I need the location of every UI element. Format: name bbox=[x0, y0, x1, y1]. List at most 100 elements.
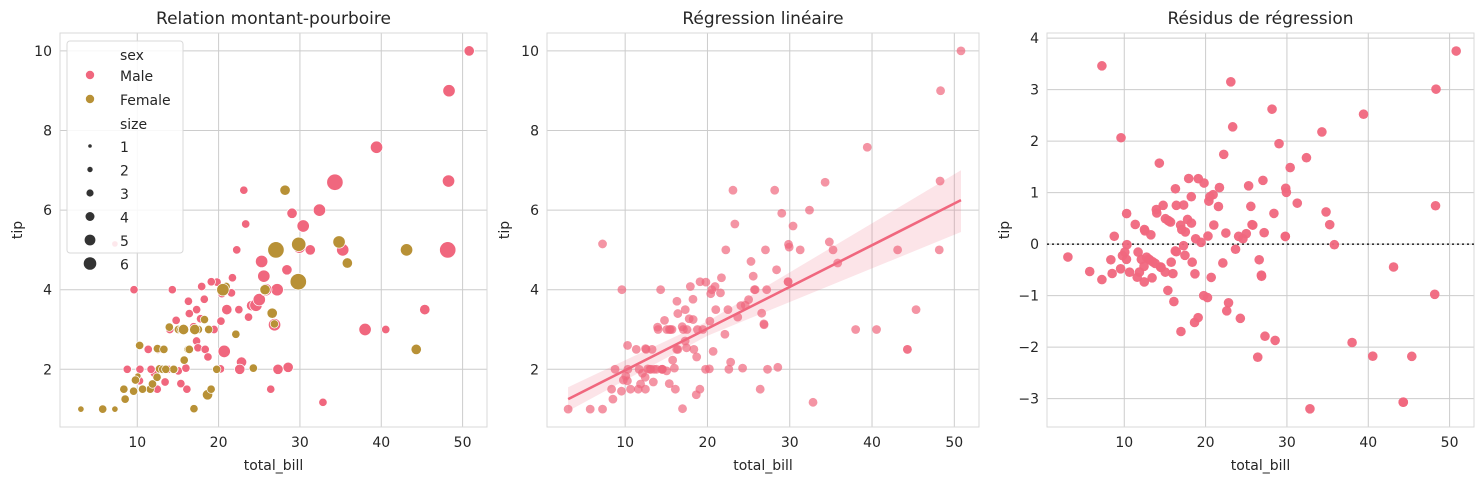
residual-point bbox=[1226, 77, 1236, 87]
confidence-band bbox=[568, 170, 961, 412]
residual-point bbox=[1107, 268, 1117, 279]
residual-point bbox=[1218, 149, 1229, 160]
residual-point bbox=[1187, 257, 1197, 268]
data-point bbox=[653, 322, 662, 332]
data-point bbox=[903, 344, 912, 354]
data-point bbox=[695, 384, 705, 394]
residual-point bbox=[1358, 109, 1369, 120]
data-point bbox=[763, 364, 772, 374]
residual-point bbox=[1190, 269, 1200, 279]
data-point bbox=[711, 305, 721, 314]
data-point-female bbox=[289, 273, 307, 291]
y-tick-label: 2 bbox=[1030, 134, 1039, 150]
y-tick-label: 8 bbox=[530, 124, 539, 140]
residual-point bbox=[1235, 313, 1246, 324]
legend-size-label: 3 bbox=[120, 187, 129, 203]
y-tick-label: 2 bbox=[530, 362, 539, 378]
residual-point bbox=[1209, 220, 1219, 230]
data-point bbox=[808, 397, 818, 407]
legend-size-label: 6 bbox=[120, 258, 129, 274]
residual-point bbox=[1193, 173, 1204, 184]
data-point bbox=[563, 404, 573, 414]
legend-hue-title: sex bbox=[120, 48, 144, 64]
residual-point bbox=[1252, 352, 1263, 362]
residual-point bbox=[1154, 158, 1165, 168]
data-point bbox=[748, 271, 758, 281]
y-tick-label: −2 bbox=[1018, 340, 1039, 356]
data-point-female bbox=[269, 319, 279, 329]
data-point bbox=[773, 362, 783, 372]
data-point bbox=[585, 404, 595, 414]
legend-size-title: size bbox=[120, 117, 147, 133]
data-point-male bbox=[135, 364, 145, 374]
data-point-male bbox=[312, 203, 327, 217]
y-tick-label: 0 bbox=[1030, 237, 1039, 253]
residual-point bbox=[1171, 246, 1182, 257]
residual-point bbox=[1321, 207, 1331, 217]
data-point-female bbox=[212, 364, 222, 374]
residual-point bbox=[1198, 290, 1209, 301]
residual-point bbox=[1260, 331, 1270, 342]
data-point bbox=[673, 309, 683, 318]
legend-box bbox=[66, 40, 184, 254]
residual-point bbox=[1133, 247, 1143, 257]
residual-point bbox=[1168, 268, 1178, 279]
data-point-male bbox=[286, 207, 298, 219]
residual-point bbox=[1241, 228, 1252, 239]
data-point-female bbox=[267, 241, 285, 259]
data-point bbox=[689, 344, 699, 354]
data-point bbox=[656, 285, 666, 295]
data-point bbox=[701, 364, 710, 374]
data-point bbox=[759, 319, 769, 329]
legend-size-label: 2 bbox=[120, 164, 129, 180]
data-point-male bbox=[206, 277, 216, 287]
data-point-female bbox=[147, 379, 158, 389]
data-point bbox=[721, 245, 731, 255]
data-point-female bbox=[130, 375, 141, 385]
data-point bbox=[695, 277, 705, 287]
data-point bbox=[617, 285, 627, 295]
residual-point bbox=[1178, 200, 1189, 210]
residual-point bbox=[1097, 61, 1107, 71]
residual-point bbox=[1084, 266, 1095, 277]
y-tick-label: 6 bbox=[43, 203, 52, 219]
residual-point bbox=[1165, 217, 1176, 227]
data-point-female bbox=[159, 344, 169, 354]
residual-point bbox=[1267, 104, 1277, 114]
data-point bbox=[872, 325, 881, 334]
residual-point bbox=[1254, 254, 1264, 265]
data-point-female bbox=[279, 184, 291, 196]
data-point-male bbox=[419, 304, 431, 316]
y-axis-label: tip bbox=[10, 221, 26, 239]
data-point-female bbox=[135, 340, 145, 350]
data-point-female bbox=[204, 324, 214, 335]
data-point bbox=[641, 344, 650, 353]
data-point-female bbox=[332, 235, 346, 249]
residual-point bbox=[1221, 306, 1232, 316]
data-point-male bbox=[216, 316, 226, 326]
residual-point bbox=[1178, 240, 1189, 251]
data-point bbox=[626, 384, 635, 394]
chart-panel-3: 10 20 30 40 50 −3 −2 −1 0 1 2 3 4 Résidus de régressi… bbox=[997, 9, 1475, 474]
data-point-female bbox=[161, 364, 171, 374]
y-tick-label: −3 bbox=[1018, 392, 1039, 408]
data-point bbox=[934, 245, 944, 255]
data-point-male bbox=[122, 364, 132, 374]
data-point bbox=[795, 245, 805, 255]
data-point bbox=[647, 344, 657, 354]
residual-point bbox=[1186, 191, 1197, 202]
data-point bbox=[805, 205, 814, 215]
residual-point bbox=[1190, 233, 1201, 244]
residual-point bbox=[1221, 228, 1231, 238]
y-tick-label: 6 bbox=[530, 203, 539, 219]
data-point bbox=[598, 404, 607, 414]
data-point bbox=[618, 375, 628, 385]
data-point bbox=[862, 142, 872, 152]
data-point bbox=[851, 325, 861, 334]
data-point-male bbox=[176, 379, 186, 389]
x-tick-label: 20 bbox=[210, 435, 228, 451]
x-tick-label: 50 bbox=[1441, 435, 1459, 451]
x-tick-label: 40 bbox=[372, 435, 390, 451]
data-point bbox=[746, 257, 756, 266]
